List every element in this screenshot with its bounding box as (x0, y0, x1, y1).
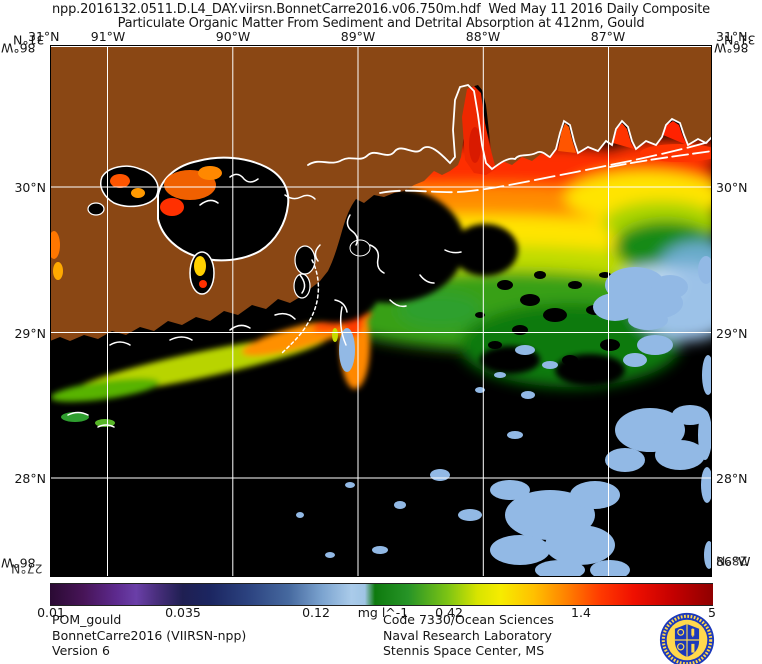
axis-label-91w: 91°W (90, 29, 126, 44)
corner-label-top-right: 31°N 86°W (714, 32, 756, 56)
credits-block: Code 7330/Ocean Sciences Naval Research … (383, 612, 554, 659)
product-info-block: POM_gould BonnetCarre2016 (VIIRSN-npp) V… (52, 612, 246, 659)
axis-label-28n-left: 28°N (14, 471, 46, 486)
lake-pontchartrain (157, 156, 290, 262)
credit-center: Stennis Space Center, MS (383, 643, 545, 658)
page-subtitle: Particulate Organic Matter From Sediment… (117, 16, 645, 31)
colorbar-tick-0.12: 0.12 (302, 605, 330, 620)
product-name: POM_gould (52, 612, 122, 627)
axis-label-29n-left: 29°N (14, 326, 46, 341)
axis-label-90w: 90°W (215, 29, 251, 44)
axis-label-31n-right: 31°N (716, 29, 748, 44)
product-region: BonnetCarre2016 (VIIRSN-npp) (52, 627, 247, 643)
colorbar-tick-1.4: 1.4 (571, 605, 591, 620)
axis-label-30n-left: 30°N (14, 180, 46, 195)
west-lakes (87, 165, 159, 216)
satellite-map-image (50, 45, 712, 577)
axis-label-88w: 88°W (465, 29, 501, 44)
axis-label-29n-right: 29°N (716, 326, 748, 341)
corner-label-bottom-left: 27°N 86°W (1, 555, 43, 577)
marsh-squiggles (67, 173, 462, 428)
map-border (50, 45, 712, 577)
axis-label-28n-right: 28°N (716, 471, 748, 486)
corner-label-bottom-right: 28°N 86°W (716, 553, 751, 569)
nrl-seal-logo (659, 612, 715, 664)
small-lake (189, 239, 371, 299)
axis-label-87w: 87°W (590, 29, 626, 44)
product-version: Version 6 (52, 643, 110, 658)
credit-lab: Naval Research Laboratory (383, 627, 552, 643)
colorbar-tick-0.035: 0.035 (165, 605, 201, 620)
credit-code: Code 7330/Ocean Sciences (383, 612, 554, 627)
page-title: npp.2016132.0511.D.L4_DAY.viirsn.BonnetC… (52, 2, 710, 17)
bays-and-inlets (462, 86, 712, 175)
axis-label-31n-left: 31°N (28, 29, 60, 44)
colorbar-tick-0.01: 0.01 (37, 605, 65, 620)
colorbar-unit-label: mg l^-1 (357, 605, 409, 620)
colorbar (50, 583, 713, 606)
axis-label-30n-right: 30°N (716, 180, 748, 195)
coastline (281, 84, 712, 354)
graticule (50, 45, 712, 577)
axis-label-89w: 89°W (340, 29, 376, 44)
colorbar-tick-0.42: 0.42 (435, 605, 463, 620)
corner-label-top-left: 31°N 86°W (1, 32, 45, 56)
colorbar-tick-5: 5 (708, 605, 716, 620)
cloud-patches (296, 256, 712, 577)
